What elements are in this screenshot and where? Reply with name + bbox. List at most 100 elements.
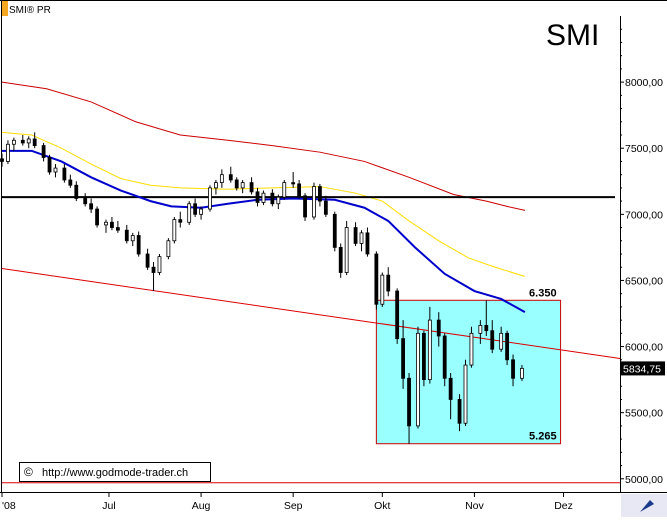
copyright-symbol: © bbox=[24, 465, 33, 479]
candle-body bbox=[448, 377, 453, 400]
candle-body bbox=[365, 232, 370, 255]
candle-body bbox=[62, 167, 67, 181]
candle bbox=[104, 219, 108, 233]
candle bbox=[261, 190, 266, 206]
candle bbox=[520, 365, 524, 381]
candle-body bbox=[386, 274, 391, 292]
candle bbox=[490, 320, 495, 354]
corner-button-background[interactable] bbox=[621, 494, 667, 517]
candle-body bbox=[511, 359, 515, 379]
candle-body bbox=[416, 332, 420, 427]
arrow-icon bbox=[640, 500, 654, 512]
candle bbox=[282, 179, 287, 200]
candle-body bbox=[83, 198, 88, 205]
candle-body bbox=[338, 246, 343, 273]
candle bbox=[478, 320, 483, 344]
candle bbox=[157, 254, 162, 276]
box-low-label: 5.265 bbox=[529, 431, 557, 443]
candle-body bbox=[178, 219, 183, 223]
candle bbox=[47, 154, 52, 175]
candle-body bbox=[0, 158, 4, 162]
candle-body bbox=[214, 182, 218, 189]
candle-body bbox=[436, 319, 441, 337]
candle bbox=[323, 195, 328, 217]
candle-body bbox=[344, 227, 349, 273]
candle bbox=[124, 224, 129, 244]
candle-body bbox=[193, 203, 198, 215]
candle bbox=[234, 177, 239, 191]
candle bbox=[136, 231, 141, 257]
candle bbox=[115, 220, 120, 233]
candle-body bbox=[130, 235, 135, 242]
sma-yellow-line bbox=[1, 131, 526, 277]
candle-body bbox=[136, 235, 141, 255]
candle-body bbox=[249, 182, 254, 193]
range-rectangle bbox=[375, 299, 562, 445]
candle-body bbox=[219, 174, 224, 184]
y-tick-label: 5500,00 bbox=[625, 408, 663, 420]
box-labels: 6.350 5.265 bbox=[529, 287, 557, 442]
y-tick-label: 7000,00 bbox=[625, 209, 663, 221]
candle bbox=[32, 132, 37, 149]
candle bbox=[95, 206, 99, 228]
y-tick-label: 8000,00 bbox=[625, 77, 663, 89]
candle bbox=[511, 354, 515, 387]
candle-body bbox=[187, 203, 192, 223]
candle bbox=[172, 216, 177, 244]
candle-body bbox=[478, 324, 483, 334]
candle-body bbox=[234, 179, 239, 189]
copyright-frame bbox=[19, 462, 211, 482]
candle-body bbox=[68, 179, 73, 186]
candle bbox=[219, 169, 224, 188]
candle-body bbox=[228, 174, 233, 181]
candle bbox=[291, 172, 296, 188]
candle bbox=[318, 183, 322, 207]
candle-body bbox=[323, 200, 328, 215]
candle-body bbox=[26, 138, 31, 144]
candle-body bbox=[427, 319, 432, 381]
price-tag-background bbox=[621, 361, 665, 376]
box-high-label: 6.350 bbox=[529, 287, 557, 299]
candle-body bbox=[261, 192, 266, 203]
candle-body bbox=[172, 219, 177, 242]
descending-trendline bbox=[1, 268, 621, 359]
candle bbox=[436, 312, 441, 347]
candle-body bbox=[442, 335, 447, 379]
candle bbox=[457, 394, 462, 432]
x-tick-label: Jul bbox=[102, 500, 115, 512]
candle bbox=[110, 216, 114, 231]
copyright-url[interactable]: http://www.godmode-trader.ch bbox=[42, 467, 188, 479]
candle-body bbox=[282, 182, 287, 198]
sma-red-line bbox=[1, 81, 526, 211]
candle-body bbox=[499, 332, 504, 350]
candle bbox=[276, 194, 281, 210]
price-tag-value: 5834,75 bbox=[623, 363, 661, 375]
candle-body bbox=[32, 138, 37, 146]
candle-body bbox=[199, 208, 203, 215]
candle bbox=[365, 227, 370, 257]
candle-body bbox=[104, 221, 108, 226]
candle-body bbox=[208, 187, 212, 210]
candle-body bbox=[89, 203, 94, 210]
candle bbox=[499, 326, 504, 352]
candle-body bbox=[318, 186, 322, 202]
candle bbox=[344, 220, 349, 276]
candle-body bbox=[74, 184, 79, 199]
candle bbox=[187, 201, 192, 225]
x-tick-label: Sep bbox=[284, 500, 303, 512]
candle-body bbox=[255, 191, 260, 203]
copyright-box: © http://www.godmode-trader.ch bbox=[19, 462, 211, 482]
candle bbox=[208, 185, 212, 212]
candle bbox=[74, 181, 79, 202]
candle bbox=[448, 373, 453, 420]
candle-body bbox=[151, 266, 156, 273]
candle bbox=[145, 248, 150, 270]
candle bbox=[395, 288, 400, 344]
candle bbox=[6, 140, 10, 165]
candle bbox=[442, 333, 447, 387]
candle-body bbox=[463, 364, 468, 424]
candle bbox=[484, 300, 489, 336]
chart-settings-icon[interactable] bbox=[621, 494, 667, 517]
candle bbox=[332, 211, 337, 252]
